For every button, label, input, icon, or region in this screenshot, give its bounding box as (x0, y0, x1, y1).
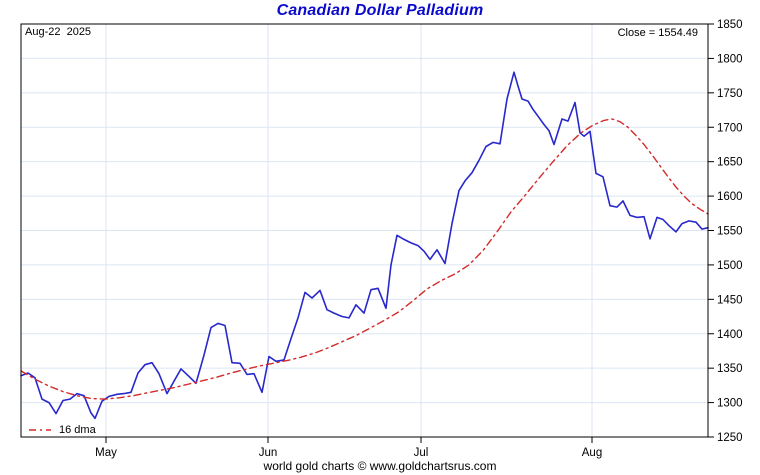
close-value-label: Close = 1554.49 (617, 27, 698, 39)
gridlines (21, 24, 708, 437)
legend: 16 dma (28, 423, 96, 437)
x-tick-label: May (95, 447, 117, 459)
ma-line-legend-marker (29, 429, 51, 431)
y-tick-label: 1550 (717, 226, 743, 238)
legend-label: 16 dma (59, 424, 96, 436)
data-series (20, 71, 709, 420)
footer-credit: world gold charts © www.goldchartsrus.co… (263, 459, 497, 473)
y-tick-label: 1400 (717, 329, 743, 341)
y-tick-label: 1750 (717, 88, 743, 100)
y-tick-label: 1600 (717, 191, 743, 203)
y-tick-label: 1350 (717, 363, 743, 375)
series-cad-palladium-price (20, 71, 709, 420)
x-tick-label: Jun (259, 447, 278, 459)
date-label: Aug-22 2025 (25, 26, 92, 38)
series-16-dma (20, 118, 709, 400)
y-tick-label: 1500 (717, 260, 743, 272)
y-tick-label: 1800 (717, 53, 743, 65)
y-tick-label: 1700 (717, 122, 743, 134)
chart-title: Canadian Dollar Palladium (276, 2, 484, 19)
y-tick-label: 1300 (717, 398, 743, 410)
y-tick-label: 1850 (717, 19, 743, 31)
axes-and-ticks: 1850 1800 1750 1700 1650 1600 1550 1500 1450 1400… (20, 19, 743, 459)
x-tick-label: Aug (582, 447, 602, 459)
y-tick-label: 1250 (717, 432, 743, 444)
x-tick-label: Jul (414, 447, 429, 459)
y-tick-label: 1650 (717, 157, 743, 169)
y-tick-label: 1450 (717, 294, 743, 306)
